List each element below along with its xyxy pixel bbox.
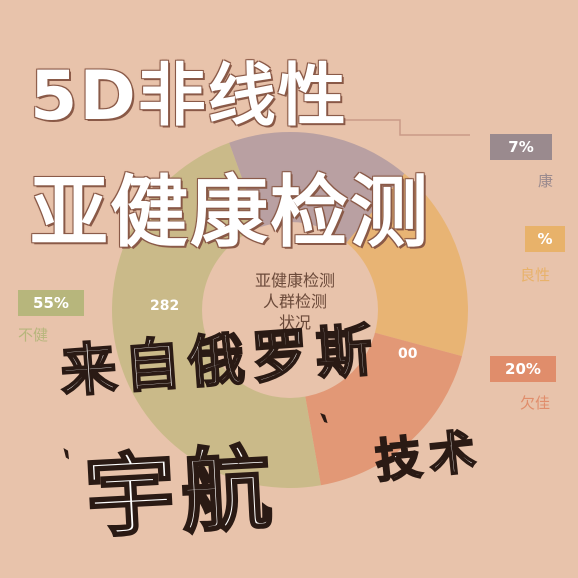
tag-right: % bbox=[525, 226, 565, 252]
connector-line bbox=[330, 119, 470, 136]
center-line-2: 人群检测 bbox=[262, 292, 327, 311]
donut-hole bbox=[202, 222, 378, 398]
chart-center-label: 亚健康检测 人群检测 状况 bbox=[225, 270, 365, 333]
tag-label-top-right: 康 bbox=[538, 172, 554, 190]
tag-label-right: 良性 bbox=[520, 266, 551, 284]
title-line-2: 亚健康检测 bbox=[30, 168, 431, 258]
center-line-1: 亚健康检测 bbox=[254, 271, 335, 290]
tag-left: 55% bbox=[18, 290, 84, 316]
tag-label-bottom-right: 欠佳 bbox=[520, 394, 551, 412]
overlay-line-3: 技术 bbox=[372, 422, 487, 489]
tag-text: 7% bbox=[508, 138, 534, 156]
tag-text: 20% bbox=[505, 360, 541, 378]
tag-label-left: 不健 bbox=[18, 326, 49, 344]
tag-text: % bbox=[537, 230, 553, 248]
center-line-3: 状况 bbox=[278, 313, 311, 332]
tag-top-right: 7% bbox=[490, 134, 552, 160]
tag-text: 55% bbox=[33, 294, 69, 312]
segment-gray bbox=[229, 132, 405, 310]
overlay-line-2: 宇航 bbox=[82, 434, 282, 552]
title-line-1: 5D非线性 bbox=[30, 57, 348, 136]
segment-value-left: 282 bbox=[150, 298, 180, 314]
tag-bottom-right: 20% bbox=[490, 356, 556, 382]
segment-value-right: 00 bbox=[398, 346, 418, 362]
